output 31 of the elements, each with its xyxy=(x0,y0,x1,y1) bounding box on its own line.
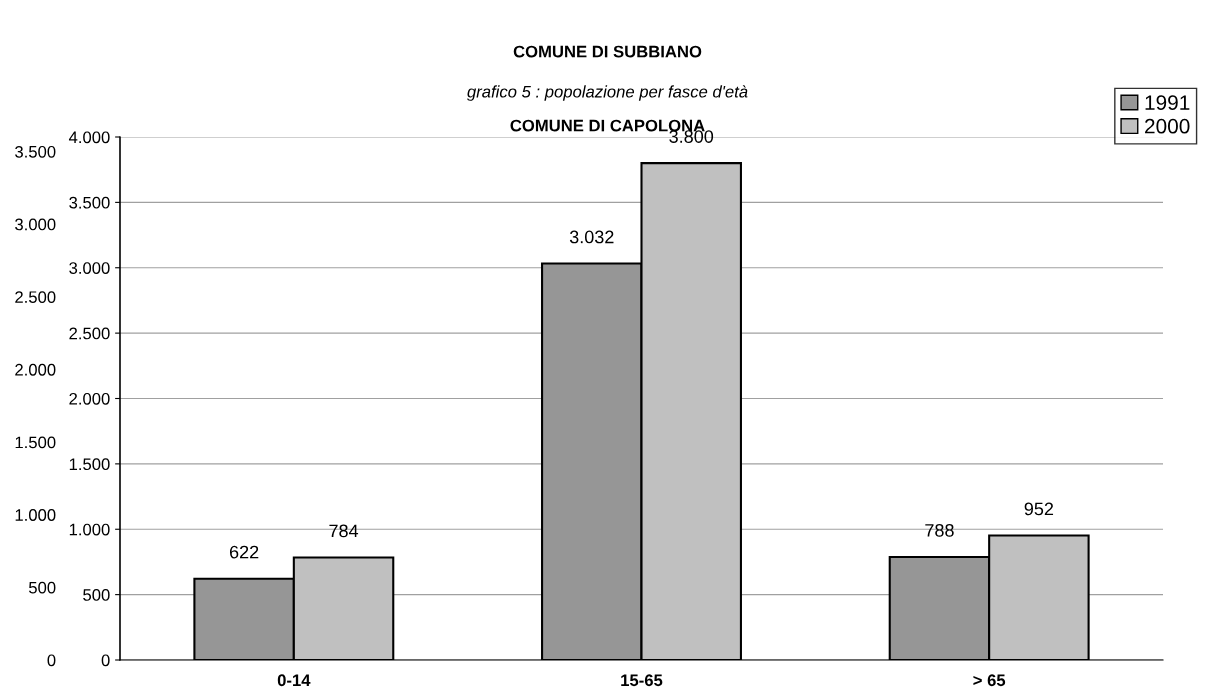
y2-tick-label: 500 xyxy=(28,581,56,594)
legend-label: 2000 xyxy=(1145,118,1190,134)
data-label: 788 xyxy=(925,523,954,537)
text: COMUNE DI CAPOLONA xyxy=(510,119,705,132)
data-label: 784 xyxy=(329,524,359,538)
x-tick-label: 0-14 xyxy=(277,674,311,687)
legend-label: 1991 xyxy=(1145,95,1190,110)
chart-subtitle: grafico 5 : popolazione per fasce d'età xyxy=(466,85,748,101)
data-label: 622 xyxy=(229,545,259,559)
y-tick-label: 4.000 xyxy=(68,131,110,144)
y2-tick-label: 3.000 xyxy=(15,218,56,231)
y2-tick-label: 3.500 xyxy=(15,145,56,158)
data-label: 952 xyxy=(1024,502,1054,516)
y-tick-label: 3.000 xyxy=(69,262,110,274)
y-tick-label: 1.000 xyxy=(69,523,110,536)
x-tick-label: 15-65 xyxy=(621,674,663,687)
y2-tick-label: 1.000 xyxy=(15,509,56,521)
y2-tick-label: 2.000 xyxy=(15,363,56,376)
y-tick-label: 2.500 xyxy=(69,327,110,340)
y2-tick-label: 1.500 xyxy=(15,436,56,449)
y2-tick-label: 2.500 xyxy=(15,291,56,304)
data-label: 3.032 xyxy=(569,230,614,244)
y-tick-label: 2.000 xyxy=(69,392,110,405)
y-tick-label: 0 xyxy=(101,654,110,667)
data-label: 3.800 xyxy=(669,130,714,143)
y-tick-label: 1.500 xyxy=(69,458,110,471)
x-tick-label: > 65 xyxy=(973,674,1006,687)
y-tick-label: 500 xyxy=(83,589,110,601)
y-tick-label: 3.500 xyxy=(69,196,110,209)
y2-tick-label: 0 xyxy=(47,654,56,667)
chart-title: COMUNE DI SUBBIANO xyxy=(513,45,702,58)
